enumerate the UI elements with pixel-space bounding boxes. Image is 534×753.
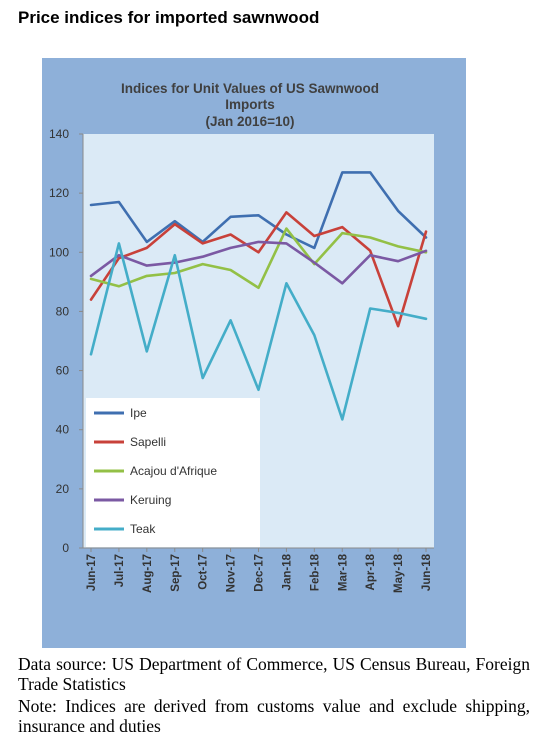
legend-label: Teak — [130, 522, 156, 536]
note-text: Note: Indices are derived from customs v… — [18, 696, 530, 736]
chart-subtitle: (Jan 2016=10) — [206, 114, 295, 129]
legend-label: Acajou d'Afrique — [130, 464, 217, 478]
series-line-keruing — [89, 240, 428, 285]
x-tick-label: Jun-18 — [421, 553, 433, 591]
page-heading: Price indices for imported sawnwood — [18, 8, 320, 27]
x-tick-label: Aug-17 — [142, 554, 154, 593]
y-tick-label: 60 — [56, 364, 70, 378]
y-tick-label: 40 — [56, 423, 70, 437]
data-source-text: Data source: US Department of Commerce, … — [18, 654, 530, 694]
y-tick-label: 80 — [56, 304, 70, 318]
x-tick-label: Jul-17 — [114, 554, 126, 587]
x-tick-label: May-18 — [393, 553, 405, 593]
x-tick-label: Oct-17 — [198, 554, 210, 590]
y-tick-label: 120 — [49, 186, 69, 200]
x-tick-label: Dec-17 — [254, 554, 266, 592]
x-tick-label: Jun-17 — [86, 554, 98, 591]
series-line-acajou-d-afrique — [89, 227, 428, 290]
legend: Ipe Sapelli Acajou d'Afrique Keruing Teak — [94, 406, 217, 536]
x-tick-label: Sep-17 — [170, 554, 182, 592]
legend-label: Keruing — [130, 493, 171, 507]
x-tick-label: Apr-18 — [365, 553, 377, 590]
chart-title: Indices for Unit Values of US Sawnwood Im… — [121, 81, 379, 112]
series-line-teak — [89, 242, 428, 421]
source-note: Data source: US Department of Commerce, … — [18, 654, 530, 736]
y-tick-label: 100 — [49, 245, 69, 259]
x-tick-label: Mar-18 — [337, 553, 349, 591]
x-tick-label: Jan-18 — [281, 553, 293, 590]
series-lines — [89, 171, 428, 421]
x-tick-label: Feb-18 — [309, 553, 321, 591]
y-tick-label: 140 — [49, 127, 69, 141]
axes: 0 20 40 60 80 100 120 140 Jun-17 Jul-17 Aug-17 Sep-… — [49, 127, 434, 593]
legend-label: Sapelli — [130, 435, 166, 449]
series-line-sapelli — [89, 211, 428, 328]
series-line-ipe — [89, 171, 428, 250]
y-tick-label: 0 — [62, 541, 69, 555]
line-chart: Indices for Unit Values of US Sawnwood Im… — [49, 81, 434, 593]
x-tick-label: Nov-17 — [226, 554, 238, 592]
legend-label: Ipe — [130, 406, 147, 420]
chart-frame: Indices for Unit Values of US Sawnwood Im… — [42, 58, 466, 648]
y-tick-label: 20 — [56, 482, 70, 496]
